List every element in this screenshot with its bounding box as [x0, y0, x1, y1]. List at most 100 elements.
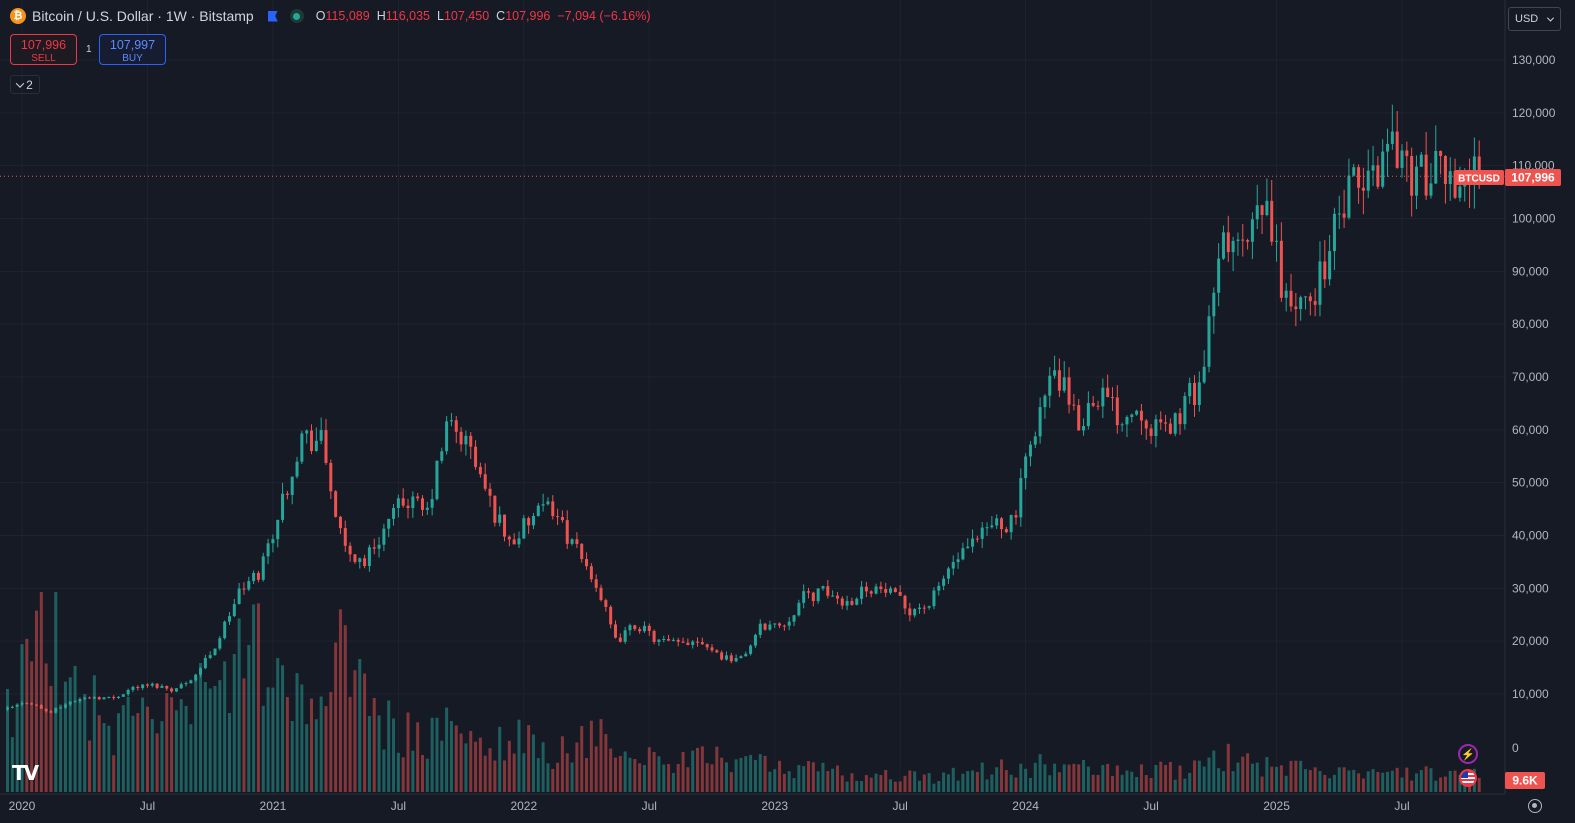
- candle-body: [449, 420, 453, 422]
- volume-bar: [141, 697, 145, 792]
- volume-bar: [478, 737, 482, 792]
- volume-bar: [1101, 764, 1105, 792]
- candle-body: [575, 539, 579, 544]
- bolt-icon[interactable]: ⚡: [1458, 744, 1478, 764]
- volume-bar: [551, 768, 555, 792]
- candle-body: [531, 515, 535, 526]
- candle-body: [1082, 426, 1086, 431]
- volume-bar: [657, 756, 661, 792]
- candle-body: [88, 697, 92, 699]
- volume-bar: [831, 768, 835, 792]
- volume-bar: [662, 764, 666, 792]
- volume-bar: [1294, 760, 1298, 792]
- tradingview-logo[interactable]: TV: [12, 761, 39, 785]
- candle-body: [59, 707, 63, 709]
- volume-bar: [1434, 780, 1438, 792]
- volume-bar: [700, 746, 704, 792]
- candle-body: [213, 648, 217, 656]
- sell-button[interactable]: 107,996 SELL: [10, 34, 77, 65]
- volume-bar: [1424, 766, 1428, 792]
- candle-body: [729, 655, 733, 662]
- close-value: 107,996: [505, 9, 551, 23]
- volume-bar: [295, 673, 299, 792]
- volume-bar: [15, 707, 19, 792]
- volume-bar: [1183, 778, 1187, 792]
- indicators-toggle-button[interactable]: 2: [10, 75, 40, 94]
- volume-bar: [1289, 760, 1293, 792]
- candle-body: [1328, 251, 1332, 280]
- market-status-icon[interactable]: [289, 9, 304, 23]
- candle-body: [1390, 131, 1394, 144]
- x-tick-label: 2023: [761, 799, 788, 813]
- symbol-price-tag[interactable]: BTCUSD: [1454, 170, 1504, 185]
- x-tick-label: 2024: [1012, 799, 1039, 813]
- order-quantity[interactable]: 1: [86, 44, 92, 55]
- settings-icon[interactable]: [1528, 799, 1542, 813]
- candle-body: [203, 658, 207, 669]
- candle-body: [1458, 186, 1462, 198]
- volume-bar: [194, 676, 198, 792]
- buy-button[interactable]: 107,997 BUY: [99, 34, 166, 65]
- volume-bar: [425, 758, 429, 792]
- candle-body: [1217, 258, 1221, 293]
- volume-bar: [618, 756, 622, 792]
- candle-body: [1323, 261, 1327, 280]
- candle-body: [1443, 156, 1447, 185]
- buy-label: BUY: [122, 53, 143, 64]
- candle-body: [1357, 167, 1361, 188]
- candle-body: [700, 642, 704, 645]
- candle-body: [1062, 377, 1066, 391]
- volume-bar: [985, 779, 989, 792]
- candle-body: [1294, 306, 1298, 310]
- candle-body: [753, 634, 757, 646]
- candle-body: [874, 586, 878, 594]
- candle-body: [160, 686, 164, 688]
- candle-body: [773, 623, 777, 625]
- volume-bar: [401, 757, 405, 792]
- candle-body: [580, 543, 584, 560]
- flag-icon[interactable]: [267, 10, 278, 22]
- volume-bar: [237, 618, 241, 792]
- volume-bar: [749, 754, 753, 792]
- volume-bar: [416, 722, 420, 792]
- volume-bar: [1395, 767, 1399, 792]
- currency-select[interactable]: USD: [1508, 7, 1561, 31]
- candle-body: [392, 508, 396, 519]
- volume-bar: [68, 677, 72, 792]
- price-scale-bg: [1505, 0, 1575, 823]
- candle-body: [676, 639, 680, 642]
- x-tick-label: 2021: [260, 799, 287, 813]
- candle-body: [63, 704, 67, 708]
- volume-bar: [1014, 777, 1018, 792]
- candle-body: [749, 645, 753, 654]
- us-flag-icon[interactable]: [1459, 769, 1477, 787]
- candle-body: [208, 655, 212, 659]
- candle-body: [966, 546, 970, 549]
- symbol-title[interactable]: Bitcoin / U.S. Dollar · 1W · Bitstamp: [32, 8, 254, 24]
- volume-bar: [1381, 772, 1385, 792]
- volume-bar: [1106, 763, 1110, 792]
- volume-bar: [792, 778, 796, 792]
- high-label: H: [376, 9, 386, 23]
- volume-bar: [1477, 777, 1481, 792]
- y-tick-label: 20,000: [1512, 634, 1549, 648]
- volume-bar: [705, 763, 709, 792]
- candle-body: [150, 683, 154, 686]
- volume-bar: [512, 753, 516, 792]
- chevron-down-icon: [1547, 14, 1555, 22]
- volume-bar: [1236, 762, 1240, 792]
- candle-body: [652, 630, 656, 642]
- candle-body: [686, 642, 690, 645]
- candle-body: [401, 498, 405, 506]
- open-label: O: [315, 9, 326, 23]
- candle-body: [1410, 156, 1414, 196]
- candle-body: [778, 623, 782, 626]
- volume-bar: [1139, 764, 1143, 792]
- chevron-down-icon: [15, 78, 25, 88]
- candle-body: [1308, 296, 1312, 302]
- candle-body: [913, 609, 917, 616]
- volume-bar: [903, 775, 907, 792]
- candle-body: [633, 625, 637, 630]
- volume-bar: [92, 675, 96, 792]
